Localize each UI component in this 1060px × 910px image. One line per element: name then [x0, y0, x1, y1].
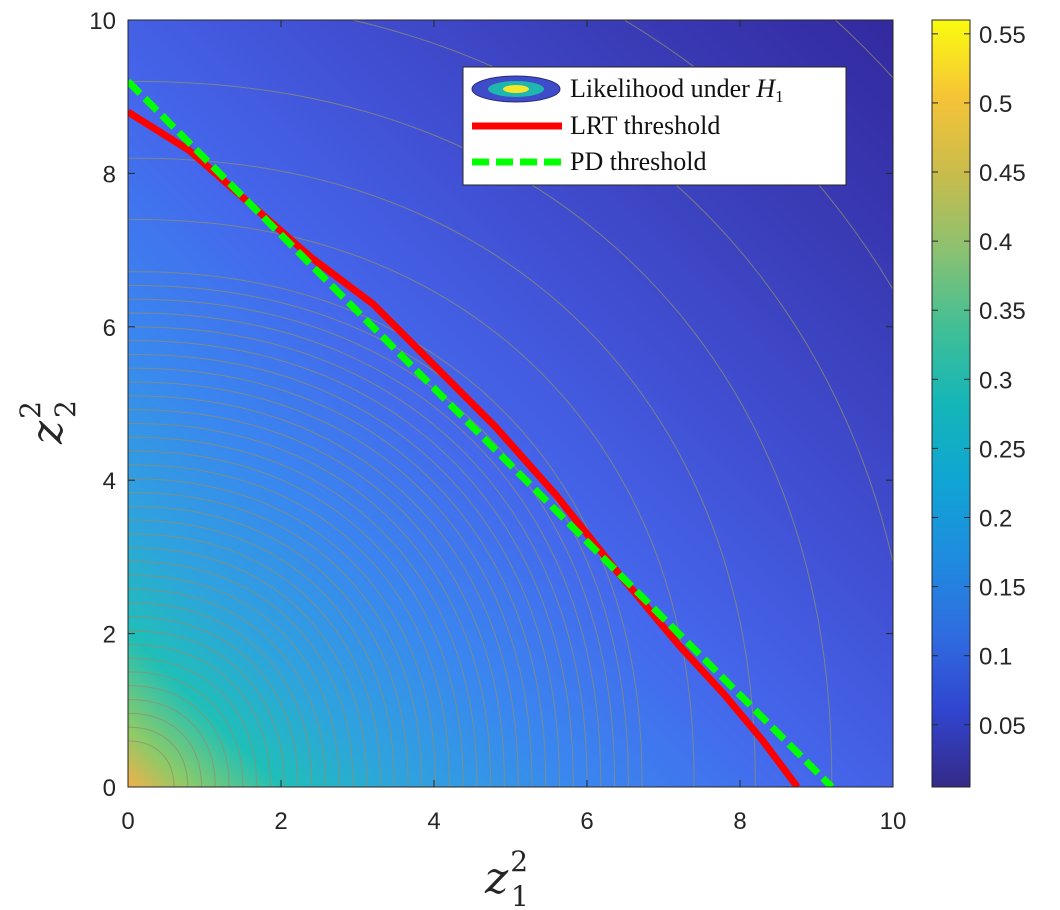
- colorbar: 0.05 0.1 0.15 0.2 0.25 0.3 0.35 0.4 0.45 0.5 0.55: [931, 19, 1026, 788]
- colorbar-tick-label: 0.1: [979, 644, 1012, 671]
- colorbar-tick-label: 0.35: [979, 298, 1026, 325]
- colorbar-ticks: 0.05 0.1 0.15 0.2 0.25 0.3 0.35 0.4 0.45 0.5 0.55: [932, 22, 1026, 740]
- contour-line: [128, 395, 519, 787]
- contour-line: [128, 740, 175, 787]
- legend-label-lrt: LRT threshold: [570, 111, 720, 140]
- x-axis-label: z2 1: [484, 845, 529, 910]
- legend: Likelihood under H1 LRT threshold PD thr…: [462, 66, 847, 186]
- y-tick-label: 2: [103, 622, 116, 649]
- contour-line: [128, 561, 354, 787]
- contour-line: [128, 574, 340, 787]
- contour-line: [128, 478, 436, 787]
- legend-contour-swatch: [471, 75, 561, 103]
- plot-frame: [127, 19, 894, 788]
- contour-line: [128, 422, 492, 787]
- x-axis-ticks: 0 2 4 6 8 10: [121, 20, 906, 835]
- colorbar-tick-label: 0.15: [979, 575, 1026, 602]
- y-tick-label: 6: [103, 315, 116, 342]
- colorbar-tick-label: 0.5: [979, 91, 1012, 118]
- contour-line: [128, 312, 602, 787]
- x-tick-label: 10: [880, 808, 907, 835]
- contour-lines: [128, 20, 893, 787]
- contour-line: [128, 80, 833, 787]
- contour-line: [128, 298, 615, 787]
- pd-threshold-line: [128, 78, 835, 787]
- contour-line: [128, 643, 271, 787]
- y-tick-label: 8: [103, 161, 116, 188]
- colorbar-gradient: [931, 19, 971, 788]
- contour-line: [128, 381, 533, 787]
- colorbar-tick-label: 0.2: [979, 506, 1012, 533]
- contour-line: [128, 533, 381, 787]
- legend-label-likelihood: Likelihood under H1: [570, 74, 784, 106]
- x-tick-label: 6: [580, 808, 593, 835]
- contour-line: [128, 671, 244, 787]
- contour-line: [128, 353, 560, 787]
- contour-line: [128, 685, 230, 787]
- contour-line: [128, 367, 547, 787]
- contour-line: [128, 505, 409, 787]
- contour-line: [128, 271, 643, 787]
- y-tick-label: 10: [89, 8, 116, 35]
- contour-line: [128, 519, 395, 787]
- contour-line: [128, 492, 423, 787]
- contour-line: [128, 657, 257, 787]
- contour-line: [128, 326, 588, 787]
- contour-line: [128, 712, 202, 787]
- contour-line: [128, 464, 450, 787]
- colorbar-tick-label: 0.55: [979, 22, 1026, 49]
- colorbar-tick-label: 0.4: [979, 229, 1012, 256]
- contour-line: [834, 20, 893, 79]
- y-tick-label: 0: [103, 775, 116, 802]
- colorbar-tick-label: 0.45: [979, 160, 1026, 187]
- y-tick-label: 4: [103, 468, 116, 495]
- x-tick-label: 2: [274, 808, 287, 835]
- contour-line: [128, 726, 189, 787]
- contour-line: [128, 616, 299, 787]
- contour-line: [128, 409, 505, 787]
- x-tick-label: 4: [427, 808, 440, 835]
- colorbar-tick-label: 0.05: [979, 713, 1026, 740]
- contour-line: [349, 20, 893, 565]
- contour-line: [128, 588, 326, 787]
- colorbar-tick-label: 0.3: [979, 367, 1012, 394]
- contour-line: [128, 436, 478, 787]
- legend-label-pd: PD threshold: [570, 147, 707, 176]
- x-tick-label: 0: [121, 808, 134, 835]
- contour-line: [128, 602, 313, 787]
- contour-line: [128, 157, 756, 787]
- contour-line: [128, 450, 464, 787]
- contour-line: [128, 547, 368, 787]
- x-tick-label: 8: [733, 808, 746, 835]
- contour-line: [128, 630, 285, 787]
- series-lines: [128, 78, 835, 787]
- contour-line: [128, 340, 574, 787]
- y-axis-label: z22: [14, 400, 82, 445]
- colorbar-tick-label: 0.25: [979, 436, 1026, 463]
- y-axis-ticks: 0 2 4 6 8 10: [89, 8, 893, 802]
- contour-line: [128, 699, 216, 787]
